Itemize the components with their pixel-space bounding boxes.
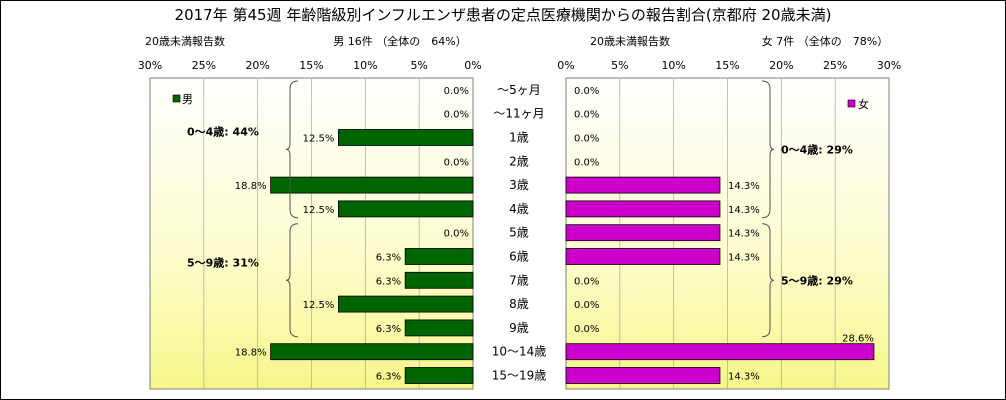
female-data-label: 0.0% xyxy=(574,110,599,121)
female-bar xyxy=(565,343,875,361)
male-legend-label: 男 xyxy=(182,93,193,106)
female-tick-label: 20% xyxy=(769,59,793,72)
female-legend-label: 女 xyxy=(858,97,869,111)
male-bar xyxy=(404,319,474,337)
age-category-label: 6歳 xyxy=(509,250,529,264)
male-data-label: 6.3% xyxy=(376,324,401,335)
male-group-label: 0〜4歳: 44% xyxy=(187,124,259,138)
age-category-label: 8歳 xyxy=(509,297,529,311)
female-bars xyxy=(565,176,875,384)
age-category-label: 5歳 xyxy=(509,226,529,240)
female-tick-label: 10% xyxy=(661,59,685,72)
female-data-label: 14.3% xyxy=(728,205,760,216)
chart-title: 2017年 第45週 年齢階級別インフルエンザ患者の定点医療機関からの報告割合(… xyxy=(175,6,832,24)
female-tick-label: 25% xyxy=(823,59,847,72)
male-data-labels: 0.0% 0.0% 12.5% 0.0% 18.8% 12.5% 0.0% 6.3% 6.3% 1… xyxy=(235,86,469,383)
male-data-label: 6.3% xyxy=(376,253,401,264)
male-bar xyxy=(270,343,474,361)
female-bar xyxy=(565,367,721,384)
female-legend-swatch xyxy=(847,99,856,108)
male-bar xyxy=(338,295,474,313)
male-bar xyxy=(404,367,474,384)
age-category-label: 1歳 xyxy=(509,131,529,145)
male-bar xyxy=(338,129,474,146)
female-bar xyxy=(565,176,721,194)
male-bar xyxy=(404,271,474,289)
male-data-label: 18.8% xyxy=(235,348,267,359)
female-data-label: 0.0% xyxy=(574,300,599,311)
male-tick-label: 20% xyxy=(245,59,269,72)
male-group-brace xyxy=(285,223,299,338)
female-tick-labels: 0% 5% 10% 15% 20% 25% 30% xyxy=(557,59,901,72)
male-bar xyxy=(404,248,474,265)
female-group-label: 0〜4歳: 29% xyxy=(781,142,853,156)
female-data-label: 0.0% xyxy=(574,86,599,97)
male-age-group-annotations: 0〜4歳: 44% 5〜9歳: 31% xyxy=(187,80,299,338)
female-data-labels: 0.0% 0.0% 0.0% 0.0% 14.3% 14.3% 14.3% 14.3% 0.0%… xyxy=(574,86,874,383)
female-bar xyxy=(565,248,721,265)
male-tick-label: 10% xyxy=(353,59,377,72)
male-legend: 男 xyxy=(172,93,193,106)
female-legend: 女 xyxy=(847,97,869,111)
age-category-label: 3歳 xyxy=(509,178,529,192)
male-tick-label: 30% xyxy=(138,59,162,72)
male-data-label: 12.5% xyxy=(303,205,335,216)
male-group-label: 5〜9歳: 31% xyxy=(187,255,259,269)
male-data-label: 6.3% xyxy=(376,372,401,383)
female-data-label: 0.0% xyxy=(574,276,599,287)
female-data-label: 0.0% xyxy=(574,157,599,168)
female-group-brace xyxy=(761,223,775,338)
male-data-label: 6.3% xyxy=(376,276,401,287)
female-data-label: 14.3% xyxy=(728,229,760,240)
age-category-label: 〜5ヶ月 xyxy=(497,83,541,97)
female-data-label: 14.3% xyxy=(728,372,760,383)
male-bar xyxy=(338,200,474,218)
female-tick-label: 15% xyxy=(715,59,739,72)
male-header: 男 16件 （全体の 64%） xyxy=(333,34,466,48)
female-data-label: 14.3% xyxy=(728,253,760,264)
age-category-label: 10〜14歳 xyxy=(492,345,547,359)
male-tick-label: 0% xyxy=(464,59,481,72)
age-category-label: 2歳 xyxy=(509,154,529,168)
age-category-label: 9歳 xyxy=(509,321,529,335)
male-data-label: 0.0% xyxy=(444,157,469,168)
female-gridlines xyxy=(619,78,836,389)
female-tick-label: 5% xyxy=(611,59,628,72)
male-data-label: 0.0% xyxy=(444,110,469,121)
age-category-label: 4歳 xyxy=(509,202,529,216)
male-data-label: 0.0% xyxy=(444,229,469,240)
female-bar xyxy=(565,224,721,242)
male-tick-label: 5% xyxy=(410,59,427,72)
male-axis-caption: 20歳未満報告数 xyxy=(145,35,225,48)
age-category-label: 7歳 xyxy=(509,273,529,287)
female-data-label: 0.0% xyxy=(574,324,599,335)
age-category-labels: 〜5ヶ月〜11ヶ月 1歳 2歳 3歳 4歳 5歳 6歳 7歳 8歳 9歳 10〜14歳 15〜19歳 xyxy=(492,83,547,383)
age-category-label: 15〜19歳 xyxy=(492,369,547,383)
male-legend-swatch xyxy=(172,94,181,103)
female-tick-label: 30% xyxy=(877,59,901,72)
male-bars xyxy=(270,129,474,384)
female-header: 女 7件 （全体の 78%） xyxy=(762,34,888,48)
male-group-brace xyxy=(285,80,299,219)
female-data-label: 0.0% xyxy=(574,134,599,145)
male-data-label: 12.5% xyxy=(303,300,335,311)
female-bar xyxy=(565,200,721,218)
male-data-label: 0.0% xyxy=(444,86,469,97)
female-group-brace xyxy=(761,80,775,219)
male-tick-label: 25% xyxy=(192,59,216,72)
male-data-label: 12.5% xyxy=(303,134,335,145)
female-data-label: 28.6% xyxy=(842,334,874,345)
female-age-group-annotations: 0〜4歳: 29% 5〜9歳: 29% xyxy=(761,80,853,338)
male-tick-labels: 0% 5% 10% 15% 20% 25% 30% xyxy=(138,59,482,72)
age-category-label: 〜11ヶ月 xyxy=(493,107,544,121)
female-axis-caption: 20歳未満報告数 xyxy=(590,35,670,48)
male-data-label: 18.8% xyxy=(235,181,267,192)
male-tick-label: 15% xyxy=(299,59,323,72)
male-bar xyxy=(270,176,474,194)
female-tick-label: 0% xyxy=(557,59,574,72)
female-group-label: 5〜9歳: 29% xyxy=(781,273,853,287)
female-data-label: 14.3% xyxy=(728,181,760,192)
